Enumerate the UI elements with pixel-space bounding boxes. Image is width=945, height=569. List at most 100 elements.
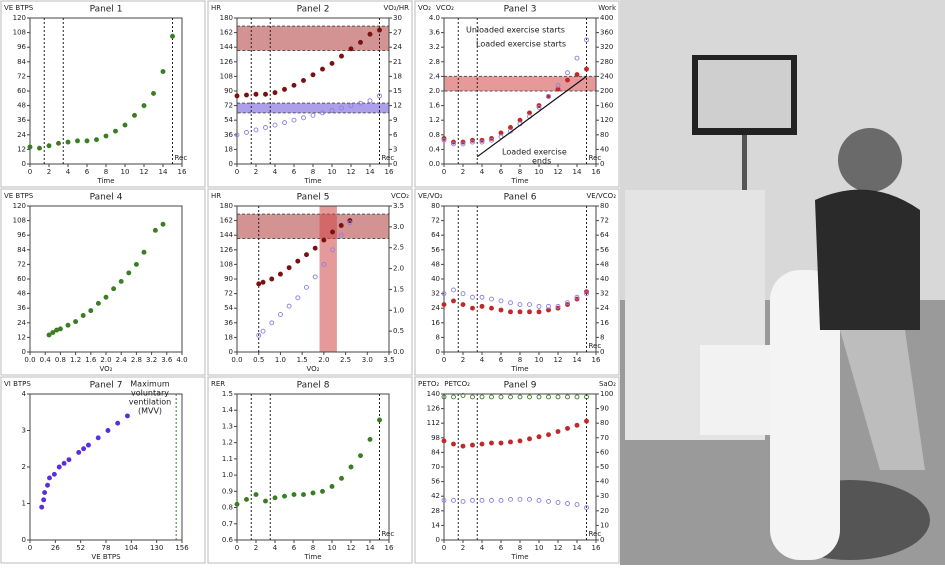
y2-tick-label: 400 — [600, 14, 613, 22]
y-tick-label: 126 — [220, 58, 234, 66]
data-point — [77, 450, 81, 454]
x-tick-label: 156 — [175, 544, 189, 552]
annotation: voluntary — [131, 389, 169, 398]
y2-tick-label: 30 — [393, 14, 402, 22]
x-tick-label: 78 — [102, 544, 111, 552]
data-point — [273, 123, 277, 127]
y-tick-label: 144 — [220, 231, 234, 239]
x-tick-label: 4 — [480, 356, 485, 364]
y2-tick-label: 200 — [600, 87, 613, 95]
x-tick-label: 4 — [66, 168, 71, 176]
data-point — [575, 395, 579, 399]
data-point — [283, 494, 287, 498]
data-point — [85, 139, 89, 143]
data-point — [47, 144, 51, 148]
y2-tick-label: 80 — [600, 202, 609, 210]
x-tick-label: 52 — [76, 544, 85, 552]
x-tick-label: 3.5 — [383, 356, 394, 364]
data-point — [57, 465, 61, 469]
y-tick-label: 36 — [17, 304, 26, 312]
data-point — [47, 333, 51, 337]
data-point — [537, 310, 541, 314]
x-axis-label: Time — [96, 177, 114, 185]
x-tick-label: 26 — [51, 544, 60, 552]
y-tick-label: 12 — [17, 145, 26, 153]
y-tick-label: 0 — [22, 348, 26, 356]
y-tick-label: 162 — [220, 29, 233, 37]
data-point — [311, 73, 315, 77]
x-tick-label: 16 — [178, 168, 187, 176]
y-tick-label: 0.9 — [222, 487, 233, 495]
v-line-label: Rec — [589, 154, 602, 162]
y2-tick-label: 48 — [600, 260, 609, 268]
y-tick-label: 2.0 — [429, 87, 440, 95]
data-point — [89, 309, 93, 313]
x-tick-label: 10 — [535, 544, 544, 552]
x-tick-label: 16 — [592, 356, 601, 364]
data-point — [96, 301, 100, 305]
data-point — [322, 238, 326, 242]
data-point — [330, 484, 334, 488]
y-axis-label: VE BTPS — [4, 4, 34, 12]
y-axis-label: VI BTPS — [4, 380, 31, 388]
y2-tick-label: 80 — [600, 419, 609, 427]
data-point — [528, 395, 532, 399]
x-tick-label: 10 — [328, 168, 337, 176]
data-point — [127, 271, 131, 275]
data-point — [66, 140, 70, 144]
data-point — [245, 130, 249, 134]
y-tick-label: 0.7 — [222, 520, 233, 528]
data-point — [235, 502, 239, 506]
data-point — [490, 306, 494, 310]
y2-tick-label: 64 — [600, 231, 609, 239]
y2-tick-label: 280 — [600, 58, 613, 66]
data-point — [575, 56, 579, 60]
annotation: ventilation — [129, 398, 172, 407]
y-tick-label: 0 — [229, 160, 233, 168]
data-point — [518, 303, 522, 307]
x-axis-label: Time — [510, 177, 528, 185]
y2-tick-label: 6 — [393, 131, 398, 139]
y-tick-label: 42 — [431, 492, 440, 500]
y-tick-label: 72 — [17, 72, 26, 80]
data-point — [264, 499, 268, 503]
data-point — [330, 61, 334, 65]
x-tick-label: 4 — [273, 168, 278, 176]
data-point — [499, 395, 503, 399]
y-tick-label: 56 — [431, 246, 440, 254]
x-axis-label: Time — [510, 553, 528, 561]
y-tick-label: 162 — [220, 217, 233, 225]
x-tick-label: 8 — [311, 544, 315, 552]
data-point — [442, 439, 446, 443]
x-tick-label: 1.6 — [85, 356, 97, 364]
annotation: (MVV) — [138, 407, 162, 416]
data-point — [499, 299, 503, 303]
y-axis-label: VE/VO₂ — [418, 192, 443, 200]
x-tick-label: 1.5 — [297, 356, 308, 364]
data-point — [547, 395, 551, 399]
data-point — [490, 498, 494, 502]
data-point — [161, 70, 165, 74]
x-tick-label: 4 — [480, 544, 485, 552]
x-tick-label: 16 — [592, 168, 601, 176]
data-point — [133, 113, 137, 117]
y-tick-label: 98 — [431, 434, 440, 442]
y-tick-label: 180 — [220, 14, 233, 22]
y2-tick-label: 70 — [600, 434, 609, 442]
y2-tick-label: 18 — [393, 72, 402, 80]
data-point — [95, 138, 99, 142]
data-point — [528, 437, 532, 441]
y-tick-label: 48 — [17, 102, 26, 110]
x-tick-label: 0.0 — [24, 356, 35, 364]
x-tick-label: 6 — [292, 544, 297, 552]
y2-tick-label: 80 — [600, 131, 609, 139]
x-tick-label: 0.8 — [55, 356, 66, 364]
y-tick-label: 48 — [17, 290, 26, 298]
data-point — [57, 141, 61, 145]
data-point — [235, 94, 239, 98]
data-point — [82, 447, 86, 451]
data-point — [490, 297, 494, 301]
data-point — [490, 441, 494, 445]
data-point — [112, 287, 116, 291]
x-tick-label: 10 — [535, 168, 544, 176]
